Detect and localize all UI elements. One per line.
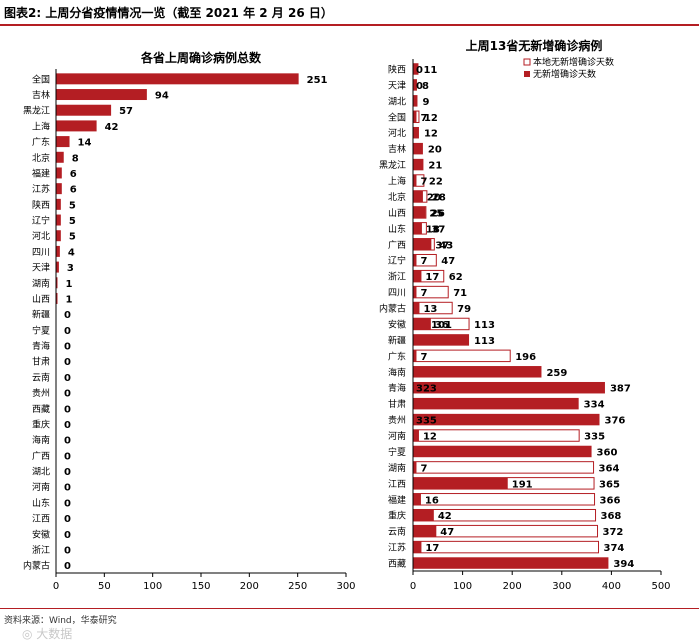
left-category-label: 湖北 — [32, 467, 50, 478]
left-category-label: 山东 — [32, 497, 50, 509]
left-value-label: 6 — [70, 169, 77, 180]
left-category-label: 河北 — [32, 230, 50, 242]
left-bar — [56, 277, 58, 289]
left-value-label: 42 — [105, 122, 119, 133]
left-value-label: 57 — [119, 106, 133, 117]
left-value-label: 0 — [64, 530, 71, 541]
left-value-label: 0 — [64, 373, 71, 384]
left-x-tick-label: 150 — [191, 581, 210, 592]
figure-header: 图表2: 上周分省疫情情况一览（截至 2021 年 2 月 26 日） — [0, 0, 699, 26]
left-value-label: 0 — [64, 326, 71, 337]
left-category-label: 安徽 — [32, 528, 50, 540]
left-category-label: 天津 — [32, 263, 50, 274]
left-x-tick-label: 0 — [53, 581, 59, 592]
left-value-label: 0 — [64, 545, 71, 556]
left-category-label: 重庆 — [32, 418, 50, 430]
left-value-label: 0 — [64, 436, 71, 447]
left-category-label: 海南 — [32, 434, 50, 446]
left-value-label: 0 — [64, 357, 71, 368]
left-category-label: 内蒙古 — [23, 560, 50, 572]
left-bar — [56, 230, 61, 242]
left-x-tick-label: 200 — [240, 581, 259, 592]
left-category-label: 青海 — [32, 340, 50, 352]
left-category-label: 云南 — [32, 371, 50, 383]
left-value-label: 1 — [66, 279, 73, 290]
left-value-label: 0 — [64, 451, 71, 462]
left-value-label: 1 — [66, 294, 73, 305]
left-category-label: 辽宁 — [32, 215, 50, 227]
left-value-label: 5 — [69, 216, 76, 227]
left-value-label: 5 — [69, 232, 76, 243]
left-value-label: 5 — [69, 200, 76, 211]
left-category-label: 福建 — [32, 167, 50, 179]
left-value-label: 3 — [67, 263, 74, 274]
left-value-label: 0 — [64, 483, 71, 494]
left-x-tick-label: 300 — [336, 581, 355, 592]
source-note: 资料来源：Wind，华泰研究 — [4, 616, 117, 626]
left-category-label: 湖南 — [32, 277, 50, 289]
left-category-label: 上海 — [32, 120, 50, 132]
figure-title: 图表2: 上周分省疫情情况一览（截至 2021 年 2 月 26 日） — [4, 6, 333, 20]
left-value-label: 251 — [307, 75, 328, 86]
left-category-label: 山西 — [32, 294, 50, 305]
left-category-label: 江西 — [32, 514, 50, 525]
left-category-label: 新疆 — [32, 309, 50, 321]
left-bar — [56, 120, 97, 132]
left-category-label: 江苏 — [32, 183, 50, 195]
figure-footer: 资料来源：Wind，华泰研究 ◎ 大数据 — [0, 608, 699, 641]
left-category-label: 贵州 — [32, 387, 50, 399]
left-category-label: 四川 — [32, 248, 50, 258]
left-value-label: 0 — [64, 514, 71, 525]
left-bar — [56, 245, 60, 257]
left-value-label: 8 — [72, 153, 79, 164]
left-category-label: 河南 — [32, 481, 50, 493]
left-bar — [56, 167, 62, 179]
left-chart-title: 各省上周确诊病例总数 — [140, 50, 262, 65]
left-category-label: 宁夏 — [32, 324, 50, 336]
left-category-label: 广西 — [32, 450, 50, 462]
left-value-label: 4 — [68, 247, 75, 258]
left-category-label: 浙江 — [32, 544, 50, 556]
left-bar — [56, 89, 147, 101]
left-bar — [56, 151, 64, 163]
left-value-label: 0 — [64, 342, 71, 353]
left-value-label: 6 — [70, 185, 77, 196]
left-category-label: 黑龙江 — [23, 105, 50, 117]
left-bar — [56, 292, 58, 304]
watermark-text: ◎ 大数据 — [22, 627, 73, 641]
left-value-label: 0 — [64, 389, 71, 400]
left-category-label: 广东 — [32, 136, 50, 148]
left-value-label: 0 — [64, 420, 71, 431]
left-value-label: 0 — [64, 467, 71, 478]
left-category-label: 吉林 — [32, 89, 50, 101]
left-bar — [56, 73, 299, 85]
left-category-label: 甘肃 — [32, 356, 50, 368]
left-bar — [56, 136, 70, 148]
left-value-label: 94 — [155, 91, 169, 102]
left-value-label: 0 — [64, 561, 71, 572]
left-bar — [56, 183, 62, 195]
left-category-label: 全国 — [32, 73, 50, 85]
left-x-tick-label: 50 — [98, 581, 111, 592]
left-bar — [56, 214, 61, 226]
left-bar — [56, 261, 59, 273]
left-value-label: 0 — [64, 498, 71, 509]
left-x-tick-label: 100 — [143, 581, 162, 592]
left-category-label: 西藏 — [32, 403, 50, 415]
left-category-label: 陕西 — [32, 199, 50, 211]
left-bar — [56, 104, 112, 116]
left-x-tick-label: 250 — [288, 581, 307, 592]
left-category-label: 北京 — [32, 152, 50, 164]
left-value-label: 0 — [64, 310, 71, 321]
left-bar — [56, 198, 61, 210]
left-value-label: 14 — [78, 138, 92, 149]
left-value-label: 0 — [64, 404, 71, 415]
